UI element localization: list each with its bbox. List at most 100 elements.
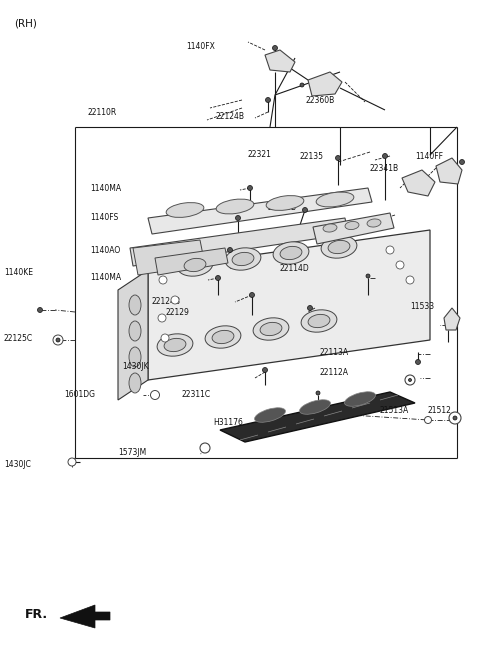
Polygon shape — [60, 605, 110, 628]
Circle shape — [158, 314, 166, 322]
Text: 1140AO: 1140AO — [90, 246, 120, 255]
Ellipse shape — [184, 258, 206, 271]
Ellipse shape — [253, 318, 289, 340]
Circle shape — [308, 305, 312, 311]
Ellipse shape — [129, 373, 141, 393]
Circle shape — [408, 379, 411, 381]
Circle shape — [424, 417, 432, 424]
Circle shape — [302, 207, 308, 213]
Polygon shape — [402, 170, 435, 196]
Ellipse shape — [232, 252, 254, 266]
Ellipse shape — [321, 236, 357, 258]
Circle shape — [151, 390, 159, 400]
Text: 1140MA: 1140MA — [90, 184, 121, 193]
Ellipse shape — [260, 322, 282, 336]
Polygon shape — [148, 188, 372, 234]
Ellipse shape — [280, 247, 302, 260]
Ellipse shape — [216, 199, 254, 214]
Circle shape — [416, 360, 420, 364]
Polygon shape — [436, 158, 462, 184]
Text: 21512: 21512 — [428, 406, 452, 415]
Circle shape — [405, 375, 415, 385]
Polygon shape — [265, 50, 295, 72]
Circle shape — [37, 307, 43, 313]
Polygon shape — [308, 72, 342, 96]
Ellipse shape — [254, 407, 286, 422]
Circle shape — [273, 46, 277, 50]
Circle shape — [171, 296, 179, 304]
Ellipse shape — [301, 310, 337, 332]
Ellipse shape — [225, 248, 261, 270]
Text: 22125C: 22125C — [4, 334, 33, 343]
Circle shape — [366, 274, 370, 278]
Circle shape — [236, 216, 240, 220]
Circle shape — [161, 334, 169, 342]
Text: 22110R: 22110R — [88, 108, 117, 117]
Ellipse shape — [205, 326, 241, 348]
Circle shape — [386, 246, 394, 254]
Text: 22124B: 22124B — [152, 297, 181, 306]
Ellipse shape — [157, 334, 193, 356]
Text: 11533: 11533 — [410, 302, 434, 311]
Ellipse shape — [273, 242, 309, 264]
Ellipse shape — [164, 338, 186, 352]
Ellipse shape — [166, 203, 204, 217]
Polygon shape — [155, 248, 228, 275]
Text: 22124B: 22124B — [268, 203, 297, 212]
Text: 1140FF: 1140FF — [415, 152, 443, 161]
Circle shape — [216, 275, 220, 281]
Circle shape — [449, 412, 461, 424]
Text: 1140FX: 1140FX — [186, 42, 215, 51]
Ellipse shape — [129, 347, 141, 367]
Text: 1140MA: 1140MA — [90, 273, 121, 282]
Ellipse shape — [316, 192, 354, 207]
Text: H31176: H31176 — [213, 418, 243, 427]
Polygon shape — [444, 308, 460, 330]
Ellipse shape — [328, 241, 350, 254]
Ellipse shape — [129, 321, 141, 341]
Text: 1430JC: 1430JC — [4, 460, 31, 469]
Text: 22112A: 22112A — [320, 368, 349, 377]
Ellipse shape — [308, 315, 330, 328]
Polygon shape — [220, 392, 415, 442]
Circle shape — [228, 247, 232, 252]
Ellipse shape — [129, 295, 141, 315]
Ellipse shape — [367, 219, 381, 227]
Text: 1140KE: 1140KE — [4, 268, 33, 277]
Ellipse shape — [300, 400, 330, 414]
Text: 22360B: 22360B — [305, 96, 334, 105]
Text: FR.: FR. — [25, 608, 48, 621]
Text: 22124B: 22124B — [215, 112, 244, 121]
Circle shape — [248, 186, 252, 190]
Circle shape — [396, 261, 404, 269]
Text: 22129: 22129 — [165, 308, 189, 317]
Circle shape — [250, 292, 254, 298]
Text: 21513A: 21513A — [380, 406, 409, 415]
Text: 1601DG: 1601DG — [64, 390, 95, 399]
Circle shape — [300, 83, 304, 87]
Circle shape — [336, 156, 340, 160]
Text: 22114D: 22114D — [280, 264, 310, 273]
Ellipse shape — [345, 392, 375, 406]
Text: 22341B: 22341B — [370, 164, 399, 173]
Circle shape — [383, 154, 387, 158]
Text: 22135: 22135 — [300, 152, 324, 161]
Circle shape — [200, 443, 210, 453]
Circle shape — [459, 160, 465, 165]
Ellipse shape — [345, 222, 359, 230]
Polygon shape — [148, 230, 430, 380]
Circle shape — [56, 338, 60, 342]
Circle shape — [159, 276, 167, 284]
Circle shape — [53, 335, 63, 345]
Polygon shape — [133, 240, 205, 275]
Ellipse shape — [323, 224, 337, 232]
Circle shape — [406, 276, 414, 284]
Text: 22321: 22321 — [248, 150, 272, 159]
Text: 1140FS: 1140FS — [90, 213, 118, 222]
Text: 1573JM: 1573JM — [118, 448, 146, 457]
Circle shape — [453, 416, 457, 420]
Text: 1430JK: 1430JK — [122, 362, 149, 371]
Text: 22311C: 22311C — [182, 390, 211, 399]
Polygon shape — [313, 213, 394, 244]
Text: 22113A: 22113A — [320, 348, 349, 357]
